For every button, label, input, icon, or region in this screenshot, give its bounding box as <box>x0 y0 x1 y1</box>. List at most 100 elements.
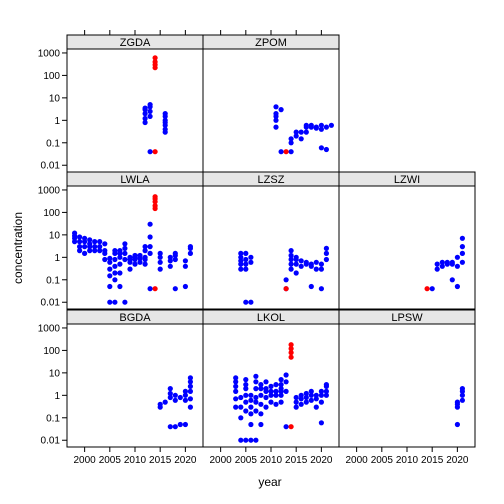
data-point <box>238 415 244 421</box>
data-point <box>248 404 254 410</box>
data-point <box>318 145 324 151</box>
data-point <box>233 383 239 389</box>
y-tick-label: 0.01 <box>41 436 61 447</box>
data-point <box>147 286 153 292</box>
data-point <box>92 244 98 250</box>
data-point <box>172 397 178 403</box>
data-point <box>243 256 249 263</box>
x-tick-label: 2005 <box>235 455 258 466</box>
data-point <box>243 386 249 392</box>
y-tick-label: 1 <box>54 391 60 402</box>
x-tick-label: 2020 <box>310 455 333 466</box>
data-point <box>323 256 329 263</box>
data-point <box>172 392 178 398</box>
panel-strip-label: LZWI <box>394 174 420 186</box>
data-point <box>288 252 294 259</box>
data-point <box>238 437 244 443</box>
data-point <box>248 259 254 265</box>
data-point <box>182 397 188 403</box>
y-tick-label: 100 <box>43 208 60 219</box>
y-tick-label: 1000 <box>38 185 61 196</box>
data-point <box>328 122 334 128</box>
data-point-highlight <box>288 350 294 356</box>
data-point <box>288 256 294 263</box>
data-point <box>107 259 113 265</box>
data-point <box>303 124 309 130</box>
data-point <box>248 254 254 260</box>
data-point <box>273 401 279 407</box>
data-point <box>308 283 314 290</box>
y-tick-label: 100 <box>43 71 60 82</box>
data-point <box>459 386 465 392</box>
data-point <box>303 129 309 135</box>
data-point <box>323 250 329 256</box>
data-point <box>278 382 284 388</box>
data-point <box>318 286 324 292</box>
data-point <box>293 129 299 135</box>
y-tick-label: 10 <box>49 368 61 379</box>
data-point <box>172 424 178 430</box>
data-point <box>323 146 329 153</box>
data-point <box>182 421 188 428</box>
data-point <box>157 401 163 407</box>
data-point <box>147 113 153 119</box>
data-point <box>167 394 173 401</box>
data-point <box>142 105 148 111</box>
panel-zgda: ZGDA <box>66 34 204 173</box>
data-point <box>107 273 113 279</box>
data-point <box>288 261 294 267</box>
data-point <box>147 221 153 227</box>
data-point <box>102 250 108 256</box>
data-point <box>243 261 249 267</box>
data-point <box>102 256 108 263</box>
data-point <box>147 234 153 240</box>
data-point <box>263 386 269 392</box>
data-point <box>157 266 163 272</box>
data-point <box>439 263 445 269</box>
data-point <box>258 382 264 388</box>
data-point <box>243 408 249 414</box>
data-point <box>117 283 123 290</box>
data-point <box>268 392 274 398</box>
data-point <box>82 244 88 250</box>
data-point <box>243 392 249 398</box>
data-point <box>147 244 153 250</box>
panel-strip-label: LKOL <box>257 312 285 324</box>
panel-strip-label: LZSZ <box>258 174 285 186</box>
data-point <box>142 115 148 122</box>
data-point <box>132 261 138 267</box>
data-point <box>323 124 329 130</box>
data-point <box>253 394 259 401</box>
axes-layer: 0.01 0.1 1 10 100 1000 0.01 0.1 1 10 100 1000 0.01 0.… <box>38 30 469 466</box>
data-point <box>112 256 118 263</box>
y-tick-label: 1 <box>54 116 60 127</box>
data-point <box>288 136 294 142</box>
data-point <box>117 270 123 276</box>
x-tick-label: 2005 <box>371 455 394 466</box>
data-point <box>82 250 88 256</box>
data-point-highlight <box>283 286 289 292</box>
data-point <box>308 397 314 403</box>
y-tick-label: 0.1 <box>46 275 60 286</box>
panel-lzsz: LZSZ <box>202 171 340 310</box>
data-point <box>177 394 183 401</box>
x-tick-label: 2010 <box>396 455 419 466</box>
data-point <box>243 299 249 305</box>
data-point <box>273 124 279 130</box>
panels-layer: ZGDA ZPOM LWLA LZSZ LZWI BGDA LKOL LPSW <box>66 34 476 448</box>
data-point <box>283 388 289 394</box>
panel-strip-label: ZPOM <box>255 37 287 49</box>
data-point <box>273 117 279 123</box>
data-point <box>263 404 269 410</box>
data-point <box>313 259 319 265</box>
data-point <box>293 270 299 276</box>
data-point <box>278 386 284 392</box>
x-tick-label: 2020 <box>174 455 197 466</box>
data-point-highlight <box>288 354 294 360</box>
data-point <box>268 399 274 405</box>
data-point <box>313 392 319 398</box>
data-point <box>243 382 249 388</box>
data-point <box>122 250 128 256</box>
panel-strip-label: LPSW <box>391 312 423 324</box>
data-point <box>112 263 118 269</box>
